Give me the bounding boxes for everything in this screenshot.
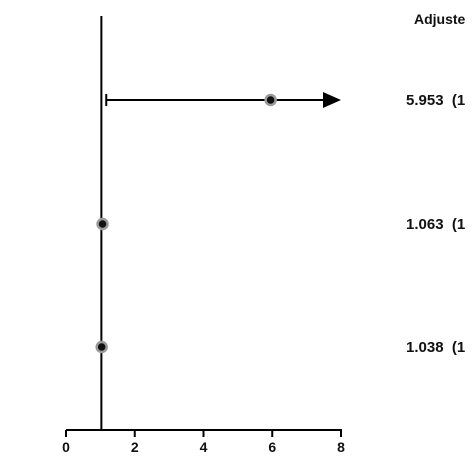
point-estimate-marker	[95, 340, 108, 354]
x-tick-label: 4	[200, 439, 208, 455]
x-axis: 0 2 4 6 8	[62, 429, 345, 455]
estimate-label: 5.953 (1	[406, 92, 465, 109]
ci-arrow	[323, 92, 341, 108]
estimate-label: 1.063 (1	[406, 216, 465, 233]
x-tick-label: 0	[62, 439, 70, 455]
point-estimate-marker	[96, 217, 109, 231]
estimate-row: 5.953 (1	[105, 92, 465, 109]
x-tick-label: 8	[337, 439, 345, 455]
estimate-rows: 5.953 (1 1.063 (1 1.038 (1	[95, 92, 465, 356]
estimate-row: 1.063 (1	[96, 216, 465, 233]
x-tick-label: 6	[268, 439, 276, 455]
column-header: Adjuste	[414, 11, 466, 27]
estimate-label: 1.038 (1	[406, 339, 465, 356]
point-estimate-marker	[264, 93, 277, 107]
estimate-row: 1.038 (1	[95, 339, 465, 356]
x-tick-label: 2	[131, 439, 139, 455]
